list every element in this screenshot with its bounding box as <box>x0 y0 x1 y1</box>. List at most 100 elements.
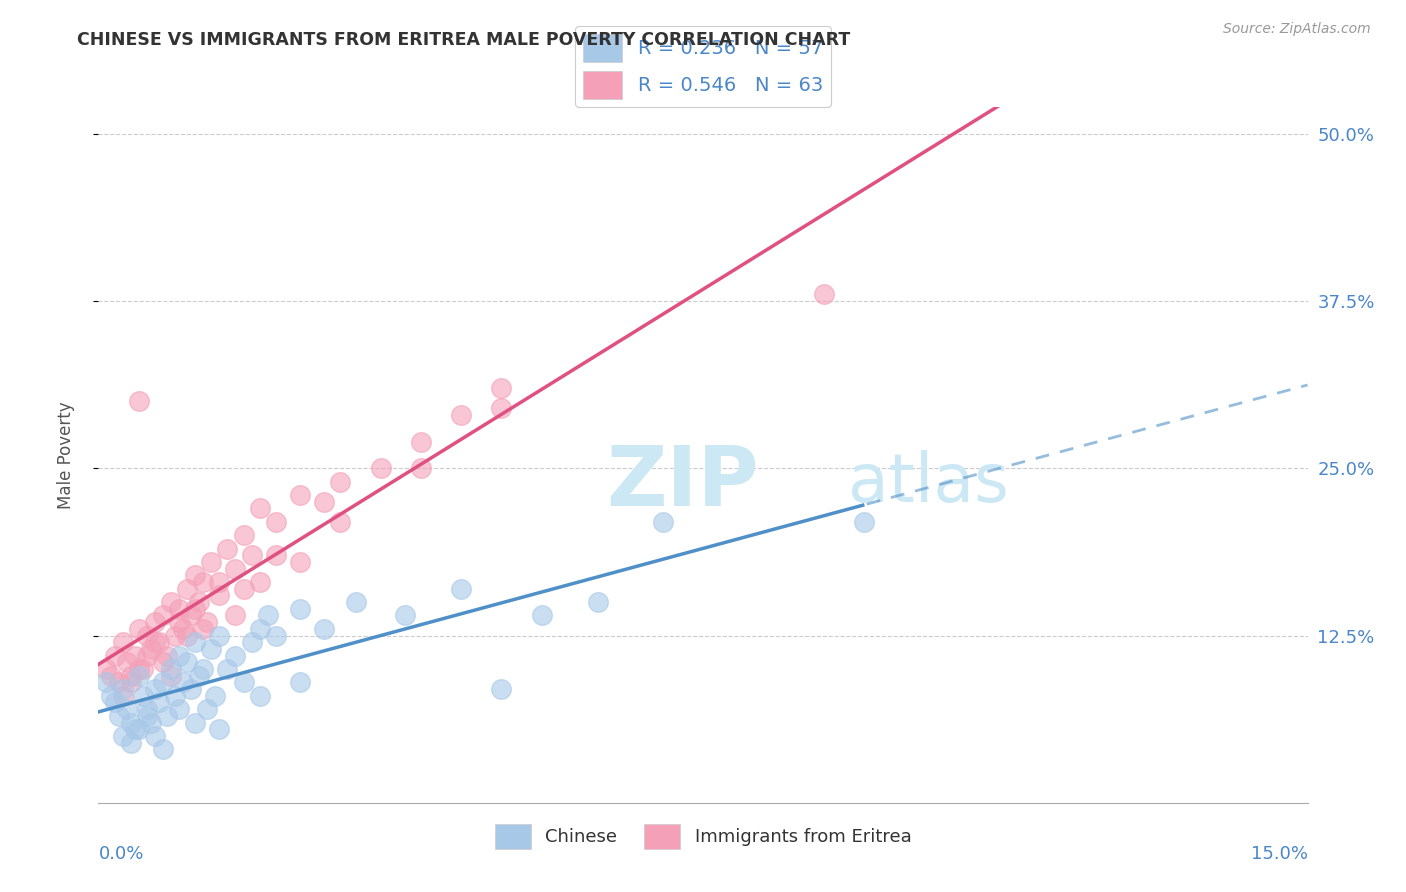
Point <box>139 642 162 657</box>
Point <box>167 615 190 630</box>
Point <box>143 635 166 649</box>
Point <box>176 628 198 642</box>
Point <box>184 568 207 582</box>
Point <box>264 628 287 642</box>
Point <box>135 628 157 642</box>
Point <box>314 494 336 508</box>
Point <box>288 675 311 690</box>
Point <box>232 582 254 596</box>
Point <box>128 622 150 636</box>
Point <box>115 702 138 716</box>
Point <box>111 689 134 703</box>
Point <box>224 648 246 663</box>
Point <box>450 408 472 422</box>
Point <box>160 669 183 683</box>
Point <box>124 723 146 737</box>
Point <box>232 675 254 690</box>
Point <box>188 595 211 609</box>
Text: ZIP: ZIP <box>606 442 759 524</box>
Point <box>409 434 432 449</box>
Point <box>120 715 142 730</box>
Point <box>249 689 271 703</box>
Point <box>184 635 207 649</box>
Point <box>107 708 129 723</box>
Point <box>135 648 157 663</box>
Point <box>204 689 226 703</box>
Point <box>96 662 118 676</box>
Point <box>172 675 194 690</box>
Point <box>135 702 157 716</box>
Point <box>450 582 472 596</box>
Point <box>111 635 134 649</box>
Point <box>124 648 146 663</box>
Point <box>184 715 207 730</box>
Point <box>256 608 278 623</box>
Point <box>111 681 134 696</box>
Point <box>180 608 202 623</box>
Point <box>167 702 190 716</box>
Point <box>530 608 553 623</box>
Point <box>195 702 218 716</box>
Point <box>853 515 876 529</box>
Point <box>249 622 271 636</box>
Point <box>143 615 166 630</box>
Point <box>491 381 513 395</box>
Point <box>160 595 183 609</box>
Point <box>208 723 231 737</box>
Point <box>409 461 432 475</box>
Point <box>651 515 673 529</box>
Point <box>217 541 239 556</box>
Point <box>172 622 194 636</box>
Point <box>148 635 170 649</box>
Point <box>288 601 311 615</box>
Point <box>167 601 190 615</box>
Point <box>132 689 155 703</box>
Point <box>264 515 287 529</box>
Point <box>143 729 166 743</box>
Point <box>586 595 609 609</box>
Text: Source: ZipAtlas.com: Source: ZipAtlas.com <box>1223 22 1371 37</box>
Point <box>224 608 246 623</box>
Point <box>120 669 142 683</box>
Point <box>100 689 122 703</box>
Point <box>128 394 150 409</box>
Point <box>193 574 215 589</box>
Point <box>314 622 336 636</box>
Point <box>176 655 198 669</box>
Point <box>208 589 231 603</box>
Point <box>249 501 271 516</box>
Point <box>103 696 125 710</box>
Point <box>128 723 150 737</box>
Point <box>180 681 202 696</box>
Point <box>176 582 198 596</box>
Point <box>128 669 150 683</box>
Point <box>200 642 222 657</box>
Point <box>264 548 287 563</box>
Point <box>288 555 311 569</box>
Point <box>152 655 174 669</box>
Point <box>120 675 142 690</box>
Point <box>139 715 162 730</box>
Text: 15.0%: 15.0% <box>1250 845 1308 863</box>
Legend: Chinese, Immigrants from Eritrea: Chinese, Immigrants from Eritrea <box>488 816 918 856</box>
Point <box>249 574 271 589</box>
Point <box>120 735 142 749</box>
Point <box>394 608 416 623</box>
Point <box>193 622 215 636</box>
Point <box>96 675 118 690</box>
Point <box>288 488 311 502</box>
Point <box>208 574 231 589</box>
Point <box>156 648 179 663</box>
Point <box>344 595 367 609</box>
Y-axis label: Male Poverty: Male Poverty <box>56 401 75 508</box>
Point <box>370 461 392 475</box>
Point <box>156 708 179 723</box>
Point <box>184 601 207 615</box>
Point <box>329 515 352 529</box>
Point <box>152 742 174 756</box>
Point <box>128 662 150 676</box>
Point <box>224 562 246 576</box>
Point <box>135 708 157 723</box>
Point <box>208 628 231 642</box>
Point <box>329 475 352 489</box>
